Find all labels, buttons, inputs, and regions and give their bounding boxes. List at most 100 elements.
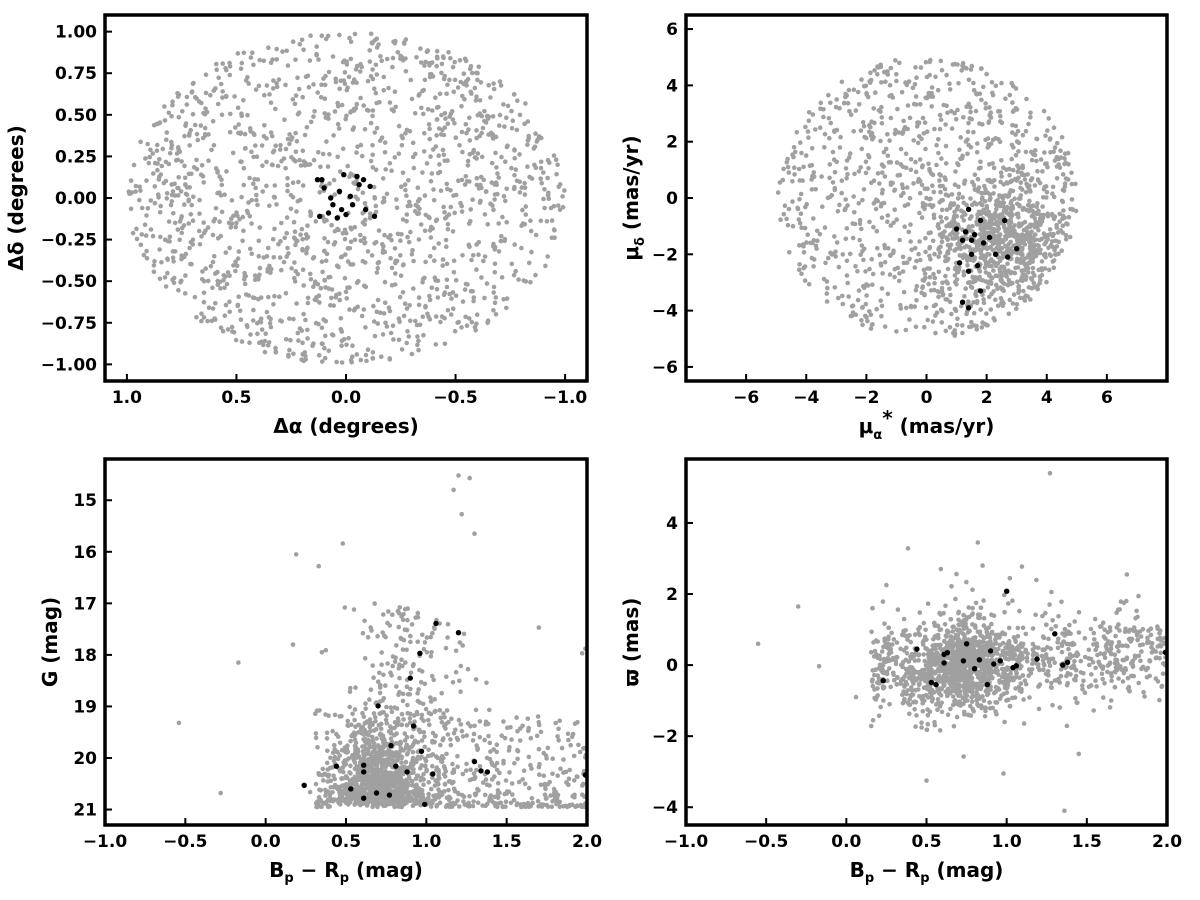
field-star-point	[197, 197, 202, 203]
field-star-point	[427, 297, 433, 303]
field-star-point	[262, 338, 268, 344]
field-star-point	[361, 307, 367, 312]
field-star-point	[144, 213, 149, 218]
field-star-point	[164, 137, 169, 143]
field-star-point	[345, 85, 350, 90]
field-star-point	[478, 80, 484, 85]
field-star-point	[926, 161, 931, 167]
field-star-point	[374, 270, 380, 275]
field-star-point	[498, 83, 504, 88]
field-star-point	[972, 200, 977, 205]
field-star-point	[895, 173, 901, 178]
field-star-point	[856, 102, 862, 107]
field-star-point	[558, 766, 563, 771]
field-star-point	[541, 170, 546, 175]
field-star-point	[460, 253, 465, 258]
field-star-point	[994, 207, 999, 212]
field-star-point	[253, 192, 259, 198]
field-star-point	[146, 160, 152, 166]
field-star-point	[1058, 228, 1063, 233]
field-star-point	[803, 153, 809, 158]
field-star-point	[438, 715, 444, 721]
field-star-point	[520, 207, 525, 213]
field-star-point	[433, 144, 439, 149]
field-star-point	[288, 192, 294, 198]
field-star-point	[1008, 213, 1014, 219]
member-star-point	[953, 226, 960, 232]
y-tick-label: −2	[652, 245, 678, 265]
field-star-point	[940, 308, 945, 314]
field-star-point	[846, 294, 851, 299]
field-star-point	[1011, 292, 1017, 297]
field-star-point	[990, 90, 995, 96]
field-star-point	[904, 260, 910, 266]
field-star-point	[450, 229, 456, 234]
field-star-point	[1030, 212, 1036, 218]
field-star-point	[932, 287, 937, 293]
field-star-point	[509, 126, 515, 131]
field-star-point	[195, 137, 201, 143]
field-star-point	[923, 202, 928, 208]
field-star-point	[455, 753, 460, 759]
field-star-point	[1054, 164, 1060, 169]
field-star-point	[224, 281, 230, 287]
field-star-point	[984, 71, 989, 77]
field-star-point	[537, 761, 542, 767]
member-star-point	[418, 748, 425, 754]
field-star-point	[801, 164, 806, 170]
field-star-point	[145, 141, 150, 147]
field-star-point	[1052, 245, 1058, 251]
member-star-point	[301, 782, 307, 788]
field-star-point	[404, 218, 409, 224]
field-star-point	[345, 246, 351, 251]
field-star-point	[227, 245, 232, 251]
plot-frame	[103, 13, 589, 383]
field-star-point	[832, 185, 838, 191]
field-star-point	[199, 311, 204, 317]
field-star-point	[790, 179, 795, 184]
field-star-point	[465, 666, 471, 672]
y-tick-label: 0.00	[55, 189, 97, 209]
field-star-point	[879, 303, 885, 309]
field-star-point	[943, 258, 948, 264]
field-star-point	[410, 140, 416, 146]
field-star-point	[984, 206, 990, 211]
field-star-point	[340, 231, 346, 236]
field-star-point	[394, 684, 399, 689]
field-star-point	[386, 235, 391, 240]
field-star-point	[442, 341, 448, 347]
field-star-point	[264, 253, 270, 259]
field-star-point	[836, 295, 841, 301]
field-star-point	[1047, 227, 1053, 232]
field-star-point	[972, 172, 978, 177]
field-star-point	[248, 55, 254, 60]
y-tick-label: 20	[73, 749, 97, 769]
field-star-point	[379, 58, 385, 64]
field-star-point	[1013, 132, 1018, 137]
field-star-point	[1002, 251, 1007, 256]
field-star-point	[220, 328, 226, 334]
field-star-point	[251, 307, 256, 313]
x-tick-label: 0.0	[331, 388, 361, 408]
field-star-point	[382, 633, 387, 638]
field-star-point	[790, 152, 795, 157]
field-star-point	[1047, 136, 1053, 141]
field-star-point	[520, 723, 525, 729]
x-axis-label: μα* (mas/yr)	[859, 406, 995, 443]
field-star-point	[442, 774, 448, 779]
field-star-point	[555, 773, 560, 778]
field-star-point	[218, 325, 224, 331]
field-star-point	[322, 111, 328, 116]
field-star-point	[427, 136, 433, 142]
field-star-point	[917, 190, 923, 196]
field-star-point	[334, 263, 340, 269]
field-star-point	[443, 237, 449, 243]
field-star-point	[244, 323, 250, 328]
field-star-point	[384, 324, 390, 329]
field-star-point	[444, 708, 450, 713]
field-star-point	[947, 299, 953, 305]
field-star-point	[227, 299, 232, 305]
field-star-point	[451, 258, 457, 264]
field-star-point	[461, 631, 467, 637]
field-star-point	[448, 742, 454, 748]
